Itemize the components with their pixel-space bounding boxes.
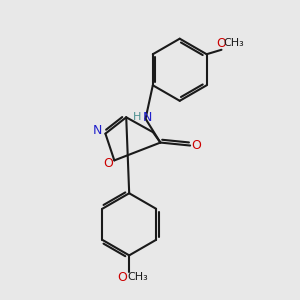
Text: O: O bbox=[103, 157, 113, 170]
Text: CH₃: CH₃ bbox=[224, 38, 244, 48]
Text: O: O bbox=[217, 37, 226, 50]
Text: N: N bbox=[92, 124, 102, 137]
Text: CH₃: CH₃ bbox=[127, 272, 148, 282]
Text: O: O bbox=[192, 139, 202, 152]
Text: O: O bbox=[118, 271, 128, 284]
Text: H: H bbox=[133, 112, 141, 122]
Text: N: N bbox=[143, 111, 153, 124]
